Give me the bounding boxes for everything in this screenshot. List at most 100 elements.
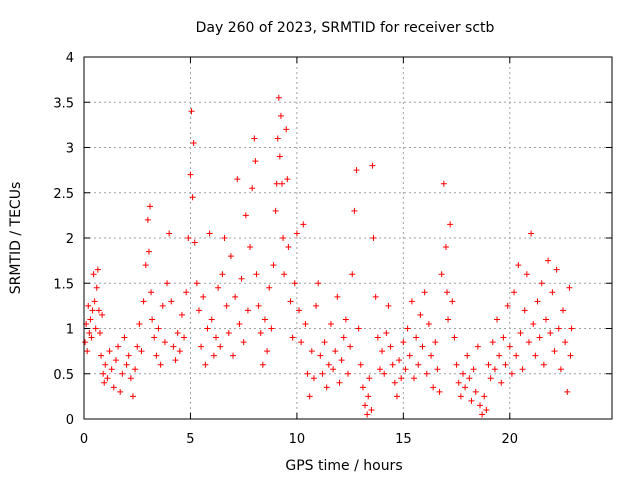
- y-tick-label: 3: [66, 142, 74, 157]
- data-point: [491, 366, 498, 373]
- data-point: [391, 379, 398, 386]
- x-tick-label: 20: [502, 432, 519, 447]
- data-point: [449, 298, 456, 305]
- data-point: [296, 307, 303, 314]
- x-tick-label: 10: [289, 432, 306, 447]
- data-point: [136, 320, 143, 327]
- data-point: [489, 339, 496, 346]
- data-point: [408, 298, 415, 305]
- data-point: [240, 339, 247, 346]
- data-point: [508, 370, 515, 377]
- data-point: [206, 230, 213, 237]
- data-point: [87, 316, 94, 323]
- data-point: [564, 388, 571, 395]
- data-point: [355, 325, 362, 332]
- x-axis-label: GPS time / hours: [285, 458, 402, 474]
- data-point: [372, 293, 379, 300]
- data-point: [434, 366, 441, 373]
- data-point: [523, 271, 530, 278]
- grid-lines: [84, 57, 612, 419]
- data-point: [185, 235, 192, 241]
- data-point: [119, 370, 126, 377]
- data-point: [455, 379, 462, 386]
- data-point: [383, 330, 390, 337]
- y-tick-label: 1.5: [53, 277, 74, 292]
- tick-labels: 0 0.5 1 1.5 2 2.5 3 3.5 4 0 5 10 15 20: [53, 51, 518, 447]
- data-point: [280, 235, 287, 241]
- data-point: [540, 361, 547, 368]
- data-point: [291, 280, 298, 287]
- data-point: [285, 244, 292, 251]
- data-point: [88, 334, 95, 341]
- y-tick-label: 4: [66, 51, 74, 66]
- data-point: [423, 370, 430, 377]
- data-point: [166, 230, 173, 237]
- data-point: [82, 339, 89, 346]
- data-point: [247, 244, 254, 251]
- data-point: [298, 339, 305, 346]
- data-point: [466, 375, 473, 382]
- data-point: [94, 266, 101, 273]
- data-point: [340, 334, 347, 341]
- data-point: [112, 357, 119, 364]
- plot-frame: [83, 56, 613, 420]
- data-point: [517, 330, 524, 337]
- data-point: [157, 361, 164, 368]
- data-point: [549, 289, 556, 296]
- data-point: [321, 339, 328, 346]
- data-point: [396, 357, 403, 364]
- data-point: [545, 257, 552, 264]
- data-point: [462, 384, 469, 391]
- data-point: [568, 325, 575, 332]
- data-point: [398, 375, 405, 382]
- data-point: [168, 298, 175, 305]
- x-tick-label: 15: [395, 432, 412, 447]
- data-point: [145, 248, 152, 255]
- data-point: [181, 334, 188, 341]
- data-point: [319, 370, 326, 377]
- data-point: [279, 180, 285, 187]
- data-point: [365, 393, 372, 400]
- data-point: [100, 370, 107, 377]
- data-point: [93, 284, 100, 291]
- data-point: [500, 334, 507, 341]
- data-point: [195, 307, 202, 314]
- data-point: [387, 343, 394, 350]
- data-point: [447, 221, 454, 228]
- data-point: [444, 289, 450, 296]
- data-point: [183, 289, 190, 296]
- data-point: [566, 284, 573, 291]
- data-point: [430, 384, 437, 391]
- data-point: [515, 262, 522, 269]
- data-point: [86, 330, 93, 337]
- data-point: [366, 375, 373, 382]
- data-point: [221, 235, 228, 241]
- data-point: [379, 348, 386, 355]
- data-point: [85, 302, 92, 309]
- data-point: [306, 393, 313, 400]
- data-point: [178, 311, 185, 318]
- data-point: [172, 357, 179, 364]
- data-point: [457, 393, 464, 400]
- data-point: [253, 271, 260, 278]
- data-point: [272, 207, 279, 214]
- data-point: [89, 307, 96, 314]
- data-point: [474, 343, 481, 350]
- data-point: [164, 280, 171, 287]
- data-point: [270, 262, 277, 269]
- data-point: [234, 176, 241, 183]
- data-point: [115, 343, 122, 350]
- data-point: [202, 361, 209, 368]
- data-point: [259, 361, 266, 368]
- data-point: [276, 153, 283, 160]
- data-point: [479, 411, 486, 418]
- data-point: [134, 343, 141, 350]
- data-point: [502, 361, 509, 368]
- data-point: [283, 126, 290, 133]
- data-point: [345, 370, 351, 377]
- y-tick-label: 0: [66, 413, 74, 428]
- data-point: [310, 375, 317, 382]
- data-point: [555, 325, 562, 332]
- data-point: [353, 167, 360, 174]
